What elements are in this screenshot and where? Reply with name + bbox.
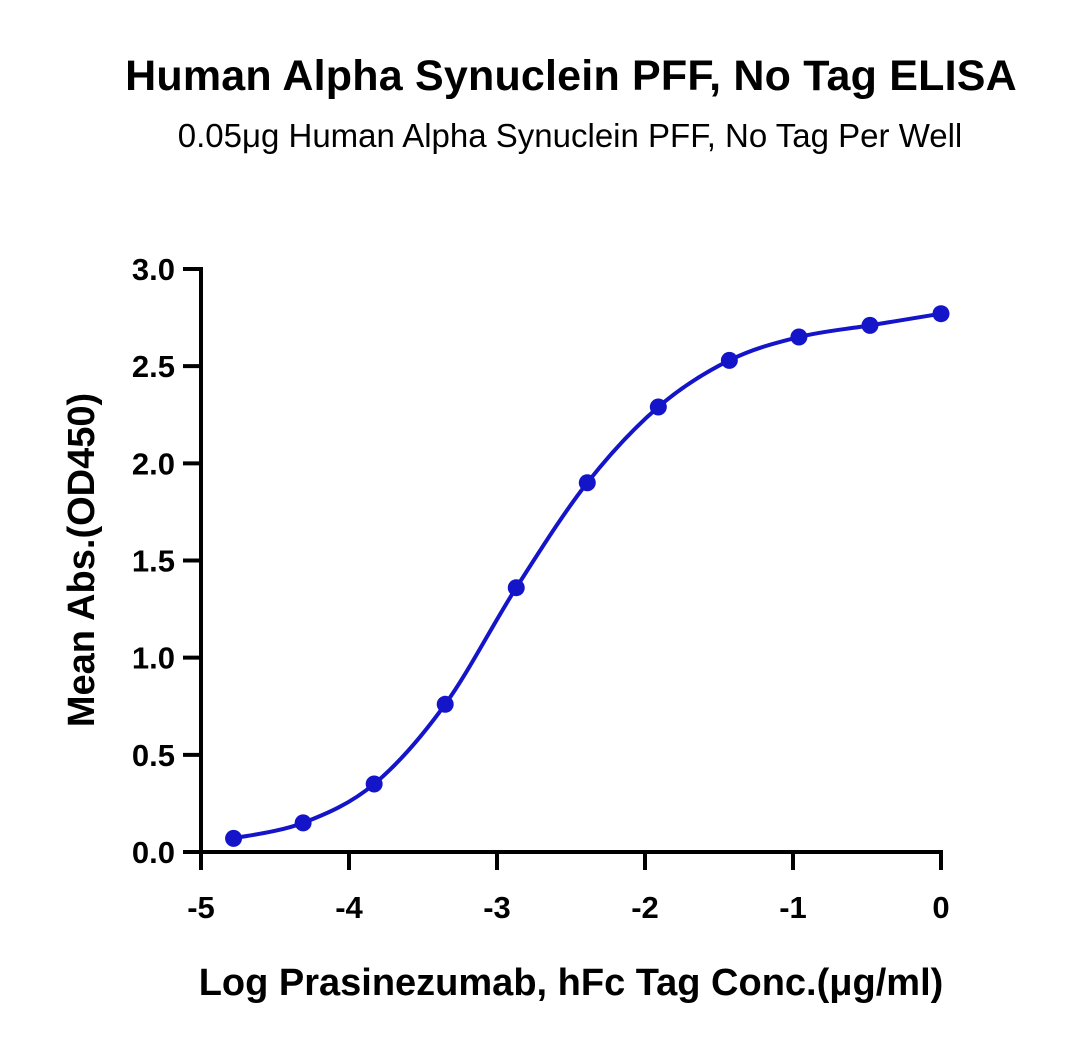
- data-point: [861, 316, 879, 334]
- x-axis-label: Log Prasinezumab, hFc Tag Conc.(μg/ml): [199, 962, 944, 1004]
- data-point: [578, 474, 596, 492]
- y-ticks: 0.0 0.5 1.0 1.5 2.0 2.5 3.0: [132, 252, 201, 870]
- y-tick-label: 0.0: [132, 835, 175, 870]
- x-tick-label: -5: [187, 890, 215, 925]
- y-tick-label: 1.5: [132, 544, 175, 579]
- x-tick-label: 0: [932, 890, 949, 925]
- data-point: [790, 328, 808, 346]
- chart-title: Human Alpha Synuclein PFF, No Tag ELISA: [125, 52, 1017, 100]
- y-tick-label: 2.0: [132, 446, 175, 481]
- y-tick-label: 3.0: [132, 252, 175, 287]
- axes: [199, 267, 943, 854]
- x-tick-label: -1: [779, 890, 807, 925]
- data-points: [225, 305, 950, 847]
- y-tick-label: 0.5: [132, 738, 175, 773]
- y-tick-label: 1.0: [132, 641, 175, 676]
- data-point: [932, 305, 950, 323]
- data-point: [649, 398, 667, 416]
- x-ticks: -5 -4 -3 -2 -1 0: [187, 852, 950, 925]
- fit-curve: [233, 311, 942, 841]
- data-point: [294, 814, 312, 832]
- x-tick-label: -4: [335, 890, 363, 925]
- data-point: [720, 351, 738, 369]
- data-point: [507, 579, 525, 597]
- data-point: [365, 775, 383, 793]
- x-tick-label: -3: [483, 890, 511, 925]
- y-axis-label: Mean Abs.(OD450): [61, 393, 103, 727]
- y-tick-label: 2.5: [132, 349, 175, 384]
- chart-subtitle: 0.05μg Human Alpha Synuclein PFF, No Tag…: [177, 117, 963, 154]
- data-point: [436, 695, 454, 713]
- data-point: [225, 829, 243, 847]
- x-tick-label: -2: [631, 890, 659, 925]
